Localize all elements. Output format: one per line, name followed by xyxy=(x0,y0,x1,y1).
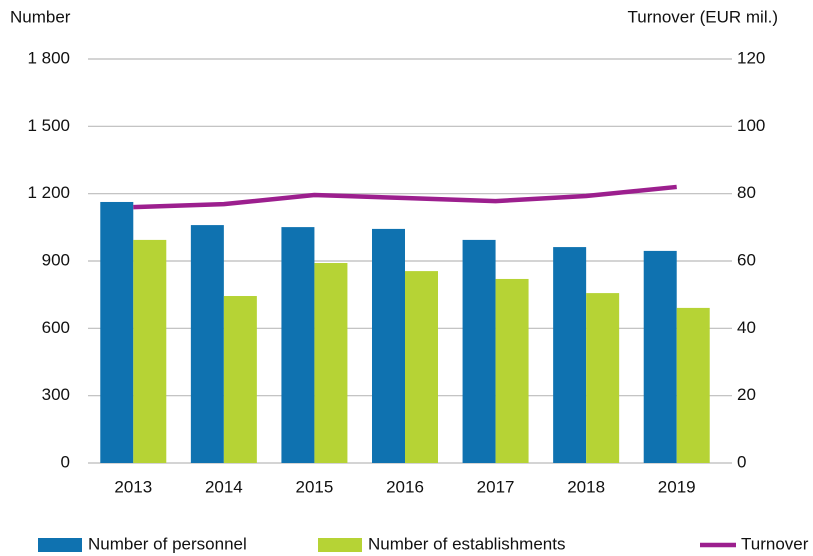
x-tick-label: 2016 xyxy=(386,477,424,496)
y-tick-label: 1 500 xyxy=(27,116,70,135)
x-tick-label: 2018 xyxy=(567,477,605,496)
y-axis-title: Number xyxy=(10,7,71,26)
bar xyxy=(372,228,405,463)
y-tick-label: 1 800 xyxy=(27,48,70,67)
bar xyxy=(100,201,134,463)
x-tick-label: 2014 xyxy=(205,477,243,496)
bar xyxy=(643,250,677,463)
bar xyxy=(405,271,438,463)
y2-tick-label: 20 xyxy=(737,385,756,404)
bar xyxy=(553,247,587,463)
bar xyxy=(281,227,315,463)
bar xyxy=(495,278,529,463)
y2-axis-title: Turnover (EUR mil.) xyxy=(628,7,779,26)
legend-swatch xyxy=(318,538,362,552)
bar xyxy=(223,296,257,463)
y2-tick-label: 60 xyxy=(737,250,756,269)
legend-label: Number of establishments xyxy=(368,534,565,553)
y-tick-label: 1 200 xyxy=(27,183,70,202)
legend-label: Number of personnel xyxy=(88,534,247,553)
y2-tick-label: 80 xyxy=(737,183,756,202)
y-tick-label: 600 xyxy=(42,318,70,337)
y2-tick-label: 120 xyxy=(737,48,765,67)
legend-swatch xyxy=(38,538,82,552)
y-tick-label: 300 xyxy=(42,385,70,404)
legend-label: Turnover xyxy=(741,534,809,553)
y-tick-label: 900 xyxy=(42,250,70,269)
y2-tick-label: 0 xyxy=(737,452,746,471)
turnover-line xyxy=(133,184,677,210)
y2-tick-label: 40 xyxy=(737,318,756,337)
x-tick-label: 2013 xyxy=(114,477,152,496)
x-tick-label: 2017 xyxy=(477,477,515,496)
bar xyxy=(462,239,496,463)
bar xyxy=(314,263,348,463)
bar xyxy=(190,225,224,463)
y2-tick-label: 100 xyxy=(737,116,765,135)
y-tick-label: 0 xyxy=(61,452,70,471)
bar xyxy=(586,293,620,463)
x-tick-label: 2019 xyxy=(658,477,696,496)
x-tick-label: 2015 xyxy=(296,477,334,496)
bar xyxy=(676,307,710,463)
bar xyxy=(133,239,167,463)
